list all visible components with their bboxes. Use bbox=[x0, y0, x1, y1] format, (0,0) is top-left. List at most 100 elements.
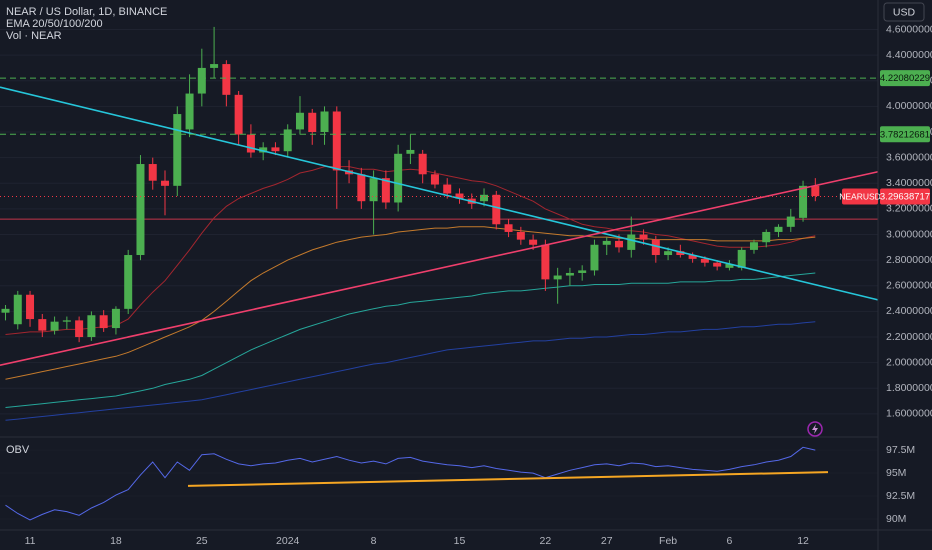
level-tag bbox=[880, 126, 930, 143]
candle-body bbox=[394, 153, 403, 203]
candle-body bbox=[504, 224, 513, 232]
candle-body bbox=[161, 180, 170, 186]
candle-body bbox=[516, 231, 525, 240]
candle-body bbox=[725, 263, 734, 268]
candle-body bbox=[418, 153, 427, 175]
candle-body bbox=[639, 234, 648, 240]
candle-body bbox=[492, 194, 501, 225]
candle-body bbox=[713, 262, 722, 267]
candle-body bbox=[332, 111, 341, 171]
candle-body bbox=[688, 255, 697, 259]
plot bbox=[0, 26, 879, 521]
y-tick-label: 3.40000000 bbox=[886, 177, 932, 189]
candle-body bbox=[664, 251, 673, 256]
candle-body bbox=[75, 320, 84, 338]
alert-icon[interactable] bbox=[807, 421, 823, 437]
indicator-label: EMA 20/50/100/200 bbox=[6, 18, 103, 30]
candle-body bbox=[234, 94, 243, 135]
alert-circle[interactable] bbox=[807, 421, 823, 437]
x-tick-label: 11 bbox=[25, 535, 36, 547]
candle-body bbox=[406, 149, 415, 154]
y-tick-label: 2.00000000 bbox=[886, 356, 932, 368]
candle-body bbox=[62, 320, 71, 322]
candle-body bbox=[185, 93, 194, 130]
candle-body bbox=[210, 64, 219, 68]
y-tick-label: 4.60000000 bbox=[886, 23, 932, 35]
candle-body bbox=[799, 185, 808, 218]
x-tick-label: 6 bbox=[727, 535, 733, 547]
y-tick-label: 2.80000000 bbox=[886, 254, 932, 266]
symbol-label: NEARUSD bbox=[839, 191, 881, 201]
last-price-tag bbox=[880, 188, 930, 205]
obv-line bbox=[5, 446, 816, 521]
candle-body bbox=[430, 174, 439, 185]
candle-body bbox=[357, 174, 366, 202]
candle-body bbox=[283, 129, 292, 152]
y-tick-label: 95M bbox=[886, 467, 906, 479]
candle-body bbox=[651, 239, 660, 256]
x-tick-label: 8 bbox=[371, 535, 377, 547]
y-tick-label: 3.60000000 bbox=[886, 151, 932, 163]
candle-body bbox=[578, 270, 587, 273]
candle-body bbox=[26, 294, 35, 320]
candle-body bbox=[749, 242, 758, 250]
symbol-tag bbox=[842, 188, 878, 205]
candle-body bbox=[553, 275, 562, 280]
x-tick-label: 12 bbox=[797, 535, 809, 547]
trendline bbox=[0, 86, 879, 301]
grid bbox=[0, 28, 878, 520]
level-label: 3.78212681 bbox=[880, 129, 930, 140]
candle-body bbox=[259, 147, 268, 153]
ema-line bbox=[5, 226, 816, 380]
y-tick-label: 4.40000000 bbox=[886, 49, 932, 61]
chart-title: NEAR / US Dollar, 1D, BINANCE bbox=[6, 6, 167, 18]
axis: 1.60000000 1.80000000 2.00000000 2.20000000… bbox=[25, 23, 932, 547]
y-tick-label: 92.5M bbox=[886, 490, 915, 502]
candle-body bbox=[148, 164, 157, 181]
candle-body bbox=[443, 184, 452, 194]
candle-body bbox=[541, 244, 550, 280]
candle-body bbox=[13, 294, 22, 325]
currency-label[interactable]: USD bbox=[893, 6, 916, 18]
trendline bbox=[0, 170, 879, 367]
y-tick-label: 90M bbox=[886, 513, 906, 525]
candle-body bbox=[99, 315, 108, 329]
last-price-label: 3.29638717 bbox=[880, 192, 930, 203]
obv-title: OBV bbox=[6, 444, 30, 456]
candle-body bbox=[369, 178, 378, 202]
candle-body bbox=[615, 240, 623, 248]
candle-body bbox=[529, 239, 538, 245]
y-tick-label: 97.5M bbox=[886, 444, 915, 456]
y-tick-label: 2.40000000 bbox=[886, 305, 932, 317]
candle-body bbox=[381, 178, 390, 203]
candle-body bbox=[786, 216, 795, 227]
candle-body bbox=[774, 226, 783, 232]
candle-body bbox=[590, 244, 599, 271]
candle-body bbox=[222, 64, 231, 95]
x-tick-label: 18 bbox=[110, 535, 122, 547]
alert-bolt[interactable] bbox=[812, 424, 818, 434]
y-tick-label: 3.20000000 bbox=[886, 203, 932, 215]
y-tick-label: 1.60000000 bbox=[886, 408, 932, 420]
candle-body bbox=[295, 112, 304, 130]
candle-body bbox=[1, 308, 10, 313]
ema-line bbox=[5, 166, 816, 335]
level-label: 4.22080229 bbox=[880, 73, 930, 84]
candle-body bbox=[602, 240, 611, 245]
x-tick-label: Feb bbox=[659, 535, 677, 547]
candle-body bbox=[271, 147, 280, 152]
y-tick-label: 3.00000000 bbox=[886, 228, 932, 240]
candle-body bbox=[320, 111, 329, 132]
obv-trendline bbox=[187, 471, 829, 487]
candle-body bbox=[246, 134, 255, 153]
candle-body bbox=[124, 255, 133, 309]
candle-body bbox=[762, 231, 771, 243]
indicator-label: Vol · NEAR bbox=[6, 30, 62, 42]
x-tick-label: 22 bbox=[540, 535, 552, 547]
x-tick-label: 25 bbox=[196, 535, 208, 547]
candle-body bbox=[811, 185, 820, 197]
x-tick-label: 15 bbox=[454, 535, 466, 547]
y-tick-label: 2.20000000 bbox=[886, 331, 932, 343]
currency-box[interactable] bbox=[883, 2, 925, 22]
